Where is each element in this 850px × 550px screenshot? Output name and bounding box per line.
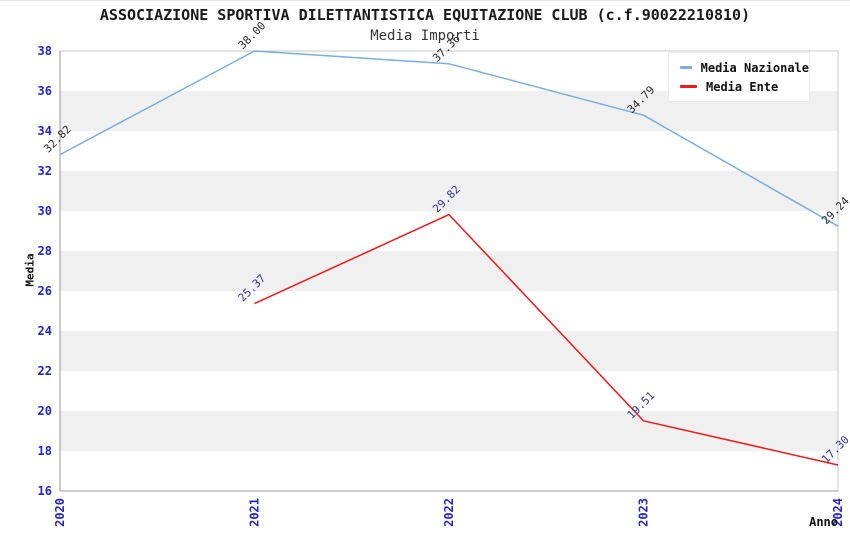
- y-tick-label: 28: [38, 244, 52, 258]
- y-tick-label: 18: [38, 444, 52, 458]
- legend-label-nazionale: Media Nazionale: [700, 60, 809, 75]
- y-axis-title: Media: [23, 253, 37, 287]
- x-tick-label: 2021: [248, 498, 262, 527]
- y-tick-label: 34: [38, 124, 52, 138]
- y-tick-label: 20: [38, 404, 52, 418]
- legend-line-swatch-nazionale: [680, 66, 692, 69]
- y-tick-label: 32: [38, 164, 52, 178]
- plot-band: [60, 331, 838, 371]
- value-label: 38.00: [236, 19, 269, 52]
- x-tick-label: 2020: [53, 498, 67, 527]
- x-axis-title: Anno: [809, 515, 838, 529]
- y-tick-label: 36: [38, 84, 52, 98]
- chart-subtitle: Media Importi: [370, 28, 480, 44]
- plot-band: [60, 291, 838, 331]
- plot-band: [60, 211, 838, 251]
- legend-line-swatch-ente: [680, 85, 697, 88]
- plot-band: [60, 451, 838, 491]
- y-tick-label: 16: [38, 484, 52, 498]
- y-tick-label: 22: [38, 364, 52, 378]
- y-tick-label: 30: [38, 204, 52, 218]
- y-tick-label: 38: [38, 44, 52, 58]
- y-tick-label: 26: [38, 284, 52, 298]
- legend: Media Nazionale Media Ente: [668, 52, 810, 102]
- x-tick-label: 2022: [442, 498, 456, 527]
- legend-label-ente: Media Ente: [706, 79, 779, 94]
- x-tick-label: 2024: [831, 498, 845, 527]
- series-line-1: [254, 213, 839, 466]
- plot-band: [60, 371, 838, 411]
- legend-item-media-nazionale: Media Nazionale: [680, 61, 809, 75]
- plot-band: [60, 171, 838, 211]
- plot-band: [60, 251, 838, 291]
- x-tick-label: 2023: [637, 498, 651, 527]
- plot-band: [60, 131, 838, 171]
- series-line-0: [59, 50, 839, 227]
- legend-item-media-ente: Media Ente: [680, 80, 809, 94]
- plot-band: [60, 411, 838, 451]
- y-tick-label: 24: [38, 324, 52, 338]
- chart-title: ASSOCIAZIONE SPORTIVA DILETTANTISTICA EQ…: [99, 6, 751, 24]
